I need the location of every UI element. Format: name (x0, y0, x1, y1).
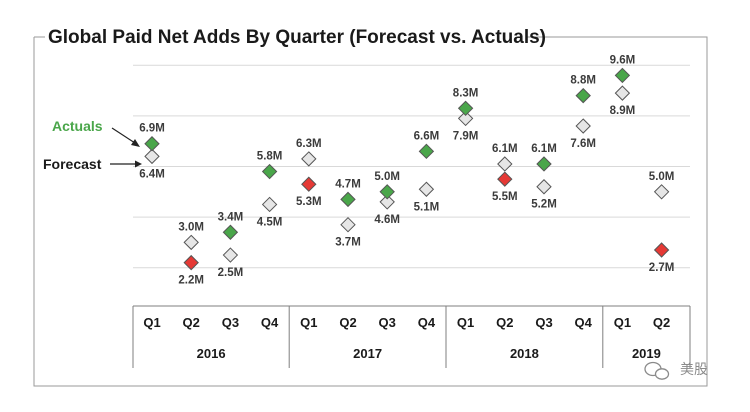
forecast-marker (301, 151, 317, 167)
forecast-marker (379, 194, 395, 210)
actual-marker (144, 136, 160, 152)
legend-forecast-arrowhead (135, 160, 142, 168)
forecast-value-label: 7.9M (453, 130, 479, 142)
forecast-value-label: 4.5M (257, 216, 283, 228)
actual-marker (379, 184, 395, 200)
actual-value-label: 6.1M (531, 143, 557, 155)
forecast-value-label: 6.3M (296, 138, 322, 150)
x-tick-label: Q3 (222, 315, 239, 330)
actual-value-label: 5.8M (257, 151, 283, 163)
x-axis: Q1 Q2 Q3 Q4 Q1 Q2 Q3 Q4 Q1 Q2 Q3 Q4 Q1 Q2 2016 2017 2018… (132, 305, 691, 368)
watermark: 美股 (644, 361, 708, 380)
actual-value-label: 6.9M (139, 123, 165, 135)
actual-value-label: 2.7M (649, 262, 675, 274)
actual-value-label: 5.5M (492, 191, 518, 203)
legend-actuals-label: Actuals (52, 118, 103, 134)
year-label: 2018 (510, 346, 539, 361)
forecast-marker (614, 85, 631, 101)
x-tick-label: Q2 (496, 315, 513, 330)
forecast-marker (575, 118, 591, 134)
forecast-marker (183, 234, 199, 251)
forecast-value-label: 5.0M (649, 171, 675, 183)
actual-value-label: 5.3M (296, 196, 322, 208)
actual-value-label: 6.6M (414, 130, 440, 142)
forecast-value-label: 7.6M (570, 138, 596, 150)
chart-frame (33, 36, 708, 387)
forecast-marker (261, 196, 278, 213)
actual-marker (457, 100, 474, 117)
x-tick-label: Q1 (300, 315, 317, 330)
actual-marker (536, 156, 552, 172)
forecast-marker (457, 110, 474, 127)
legend-actuals-arrowhead (131, 139, 140, 147)
chart-title: Global Paid Net Adds By Quarter (Forecas… (48, 27, 546, 48)
actual-marker (575, 87, 591, 104)
actual-marker (183, 254, 199, 271)
actual-marker (497, 171, 513, 187)
actual-marker (340, 191, 356, 208)
forecast-value-label: 2.5M (218, 267, 244, 279)
x-tick-label: Q3 (379, 315, 396, 330)
forecast-value-label: 8.9M (610, 105, 636, 117)
legend-forecast-label: Forecast (43, 156, 102, 172)
actual-value-label: 9.6M (610, 54, 636, 66)
watermark-text: 美股 (680, 361, 708, 377)
year-label: 2017 (353, 346, 382, 361)
x-tick-label: Q4 (418, 315, 436, 330)
forecast-value-label: 3.0M (178, 221, 204, 233)
actual-marker (261, 163, 278, 180)
forecast-marker (418, 181, 435, 197)
data-marks: 6.9M 6.4M 3.0M 2.2M 3.4M 2.5M 5.8M 4.5M 6.3M 5.3M… (139, 54, 674, 286)
x-tick-label: Q1 (457, 315, 474, 330)
forecast-value-label: 6.4M (139, 168, 165, 180)
actual-value-label: 8.3M (453, 87, 479, 99)
x-tick-label: Q3 (535, 315, 552, 330)
actual-value-label: 8.8M (570, 75, 596, 87)
actual-value-label: 4.7M (335, 178, 361, 190)
year-label: 2019 (632, 346, 661, 361)
x-tick-label: Q4 (261, 315, 279, 330)
actual-marker (418, 143, 435, 160)
grid (133, 64, 690, 269)
actual-value-label: 2.2M (178, 275, 204, 287)
actual-value-label: 3.4M (218, 211, 244, 223)
actual-marker (614, 67, 631, 84)
actual-marker (301, 176, 317, 192)
forecast-marker (340, 216, 356, 233)
year-label: 2016 (197, 346, 226, 361)
legend-actuals-arrow (111, 127, 136, 144)
forecast-marker (144, 148, 160, 165)
x-tick-label: Q1 (614, 315, 631, 330)
actual-marker (222, 224, 239, 240)
forecast-value-label: 4.6M (374, 214, 400, 226)
forecast-marker (497, 156, 513, 172)
actual-value-label: 5.0M (374, 171, 400, 183)
forecast-value-label: 3.7M (335, 237, 361, 249)
forecast-value-label: 5.1M (414, 201, 440, 213)
x-tick-label: Q2 (339, 315, 356, 330)
forecast-value-label: 5.2M (531, 199, 557, 211)
actual-marker (653, 242, 670, 258)
wechat-icon (644, 361, 670, 380)
forecast-value-label: 6.1M (492, 143, 518, 155)
x-tick-label: Q2 (183, 315, 200, 330)
forecast-marker (536, 179, 552, 195)
forecast-marker (653, 184, 670, 200)
x-tick-label: Q2 (653, 315, 670, 330)
x-tick-label: Q4 (575, 315, 593, 330)
forecast-marker (222, 247, 239, 263)
legend: Actuals Forecast (43, 118, 142, 172)
x-tick-label: Q1 (143, 315, 160, 330)
